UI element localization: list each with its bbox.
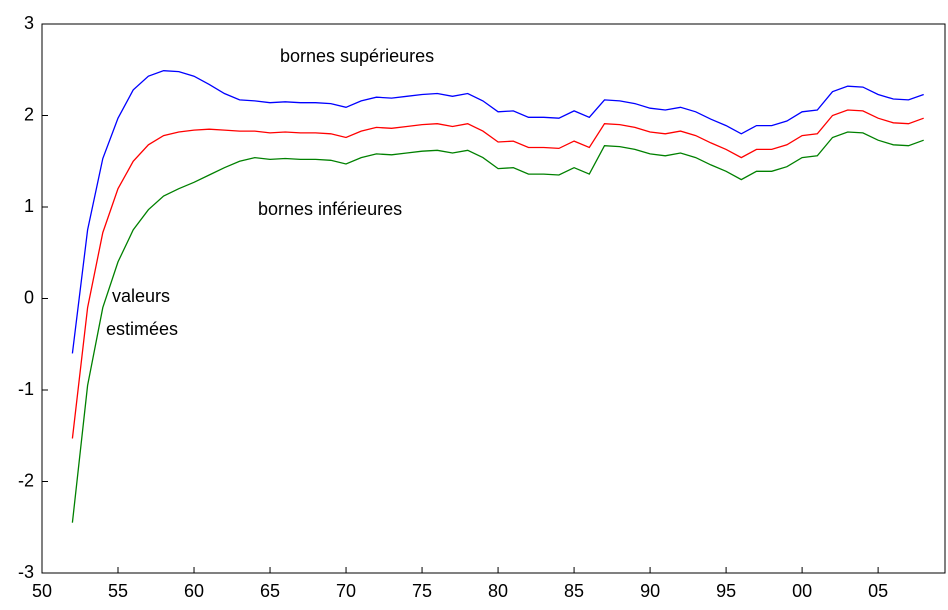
annotation: valeurs — [112, 286, 170, 306]
x-tick-label: 05 — [868, 581, 888, 601]
y-tick-label: 3 — [24, 13, 34, 33]
x-tick-label: 75 — [412, 581, 432, 601]
x-tick-label: 85 — [564, 581, 584, 601]
series-line — [71, 70, 924, 354]
series-line — [71, 109, 924, 439]
plot-frame — [41, 23, 946, 574]
x-tick-label: 65 — [260, 581, 280, 601]
y-tick-label: 1 — [24, 196, 34, 216]
x-tick-label: 80 — [488, 581, 508, 601]
x-tick-label: 00 — [792, 581, 812, 601]
y-tick-label: -1 — [18, 379, 34, 399]
annotation: bornes supérieures — [280, 46, 434, 66]
x-tick-label: 50 — [32, 581, 52, 601]
x-tick-label: 70 — [336, 581, 356, 601]
x-tick-label: 60 — [184, 581, 204, 601]
series-line — [71, 131, 924, 523]
y-tick-label: -3 — [18, 562, 34, 582]
x-tick-label: 90 — [640, 581, 660, 601]
annotation: bornes inférieures — [258, 199, 402, 219]
annotation: estimées — [106, 319, 178, 339]
y-tick-label: 0 — [24, 287, 34, 307]
y-tick-label: 2 — [24, 104, 34, 124]
x-tick-label: 55 — [108, 581, 128, 601]
y-tick-label: -2 — [18, 470, 34, 490]
x-tick-label: 95 — [716, 581, 736, 601]
